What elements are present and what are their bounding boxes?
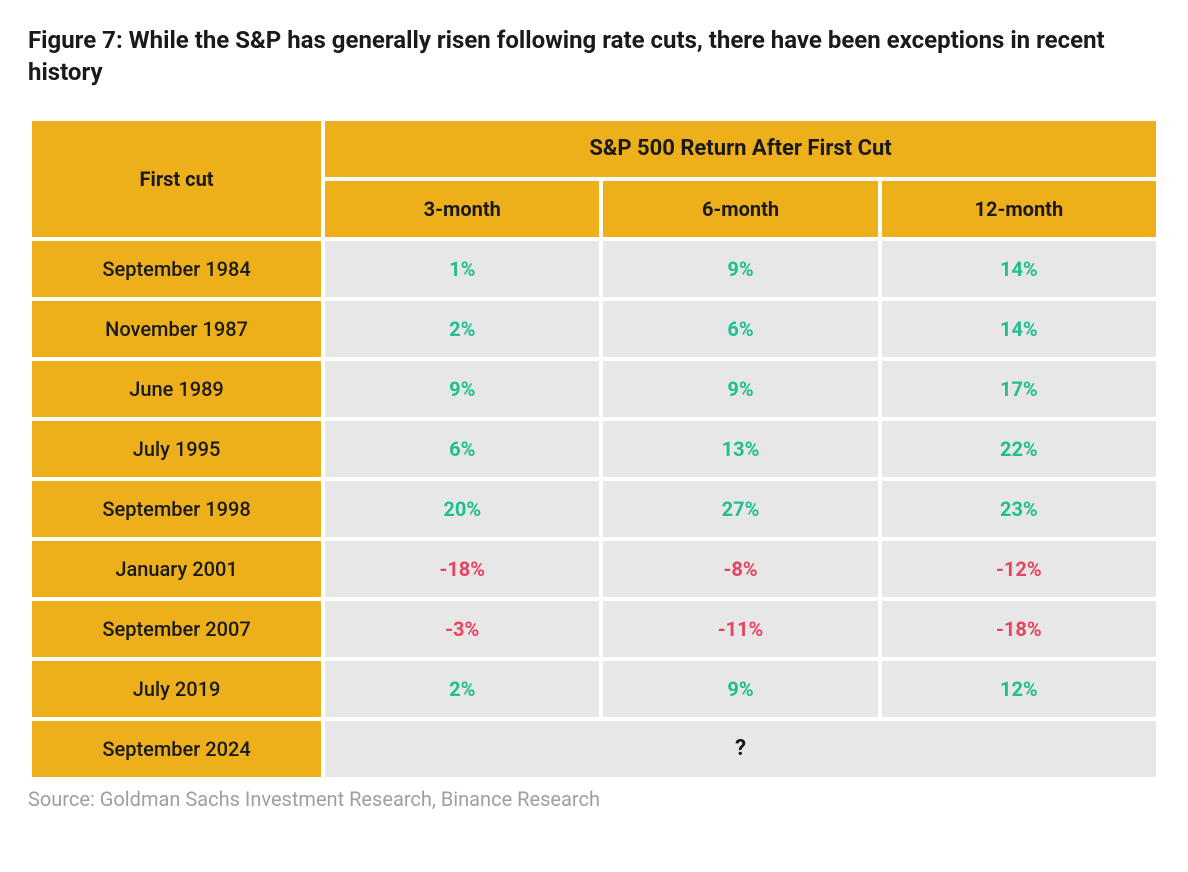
row-label: June 1989 xyxy=(32,361,321,417)
data-cell: 9% xyxy=(603,661,877,717)
table-row: September 19841%9%14% xyxy=(32,241,1156,297)
row-label: September 1998 xyxy=(32,481,321,537)
data-cell: 2% xyxy=(325,301,599,357)
data-cell: 13% xyxy=(603,421,877,477)
data-cell: 20% xyxy=(325,481,599,537)
data-cell: 9% xyxy=(325,361,599,417)
data-cell: -18% xyxy=(325,541,599,597)
header-3-month: 3-month xyxy=(325,181,599,237)
table-row: September 2024? xyxy=(32,721,1156,777)
header-6-month: 6-month xyxy=(603,181,877,237)
data-cell: -12% xyxy=(882,541,1156,597)
table-row: January 2001-18%-8%-12% xyxy=(32,541,1156,597)
row-label: September 2024 xyxy=(32,721,321,777)
data-cell: 1% xyxy=(325,241,599,297)
data-cell: 17% xyxy=(882,361,1156,417)
data-cell: 14% xyxy=(882,301,1156,357)
data-cell: -3% xyxy=(325,601,599,657)
data-cell: 6% xyxy=(325,421,599,477)
data-cell: 6% xyxy=(603,301,877,357)
data-cell: -18% xyxy=(882,601,1156,657)
row-label: July 2019 xyxy=(32,661,321,717)
data-cell: 12% xyxy=(882,661,1156,717)
header-super: S&P 500 Return After First Cut xyxy=(325,121,1156,177)
header-12-month: 12-month xyxy=(882,181,1156,237)
table-row: July 19956%13%22% xyxy=(32,421,1156,477)
header-first-cut: First cut xyxy=(32,121,321,237)
table-body: September 19841%9%14%November 19872%6%14… xyxy=(32,241,1156,777)
data-cell: 9% xyxy=(603,241,877,297)
data-cell: -8% xyxy=(603,541,877,597)
source-text: Source: Goldman Sachs Investment Researc… xyxy=(28,787,1160,811)
data-cell: 9% xyxy=(603,361,877,417)
data-cell: 27% xyxy=(603,481,877,537)
row-label: September 2007 xyxy=(32,601,321,657)
row-label: November 1987 xyxy=(32,301,321,357)
row-label: January 2001 xyxy=(32,541,321,597)
returns-table: First cut S&P 500 Return After First Cut… xyxy=(28,117,1160,781)
table-row: September 199820%27%23% xyxy=(32,481,1156,537)
table-row: November 19872%6%14% xyxy=(32,301,1156,357)
data-cell: 14% xyxy=(882,241,1156,297)
row-merged-value: ? xyxy=(325,721,1156,777)
table-row: June 19899%9%17% xyxy=(32,361,1156,417)
data-cell: 22% xyxy=(882,421,1156,477)
data-cell: 2% xyxy=(325,661,599,717)
figure-title: Figure 7: While the S&P has generally ri… xyxy=(28,24,1160,89)
row-label: September 1984 xyxy=(32,241,321,297)
row-label: July 1995 xyxy=(32,421,321,477)
data-cell: -11% xyxy=(603,601,877,657)
table-row: July 20192%9%12% xyxy=(32,661,1156,717)
data-cell: 23% xyxy=(882,481,1156,537)
table-row: September 2007-3%-11%-18% xyxy=(32,601,1156,657)
